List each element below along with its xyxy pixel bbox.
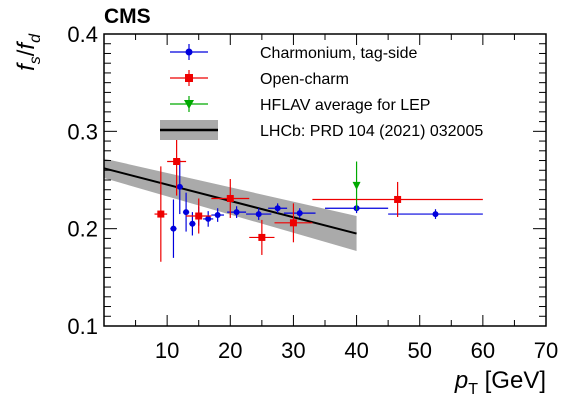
x-axis-title-p: p xyxy=(454,367,468,394)
legend: Charmonium, tag-side Open-charm HFLAV aver… xyxy=(160,44,483,140)
legend-marker xyxy=(184,100,194,109)
square-marker xyxy=(173,158,181,166)
points-layer xyxy=(154,127,483,262)
square-marker xyxy=(394,195,402,203)
charmonium-tag-side-point-8 xyxy=(246,208,272,220)
charmonium-tag-side-point-12 xyxy=(388,209,483,219)
legend-label: Open-charm xyxy=(260,71,349,88)
square-marker xyxy=(258,233,266,241)
x-tick-label: 30 xyxy=(281,338,305,363)
experiment-label: CMS xyxy=(104,5,151,28)
y-axis-title-s1: s xyxy=(27,56,44,64)
circle-marker xyxy=(296,210,303,217)
circle-marker xyxy=(233,209,240,216)
hflav-average-for-lep-point-0 xyxy=(352,161,361,211)
charmonium-tag-side-point-7 xyxy=(227,206,247,218)
x-tick-label: 50 xyxy=(407,338,431,363)
square-marker xyxy=(195,212,203,220)
open-charm-point-3 xyxy=(211,179,250,218)
y-tick-label: 0.1 xyxy=(67,314,98,339)
circle-marker xyxy=(432,211,439,218)
y-tick-label: 0.4 xyxy=(67,22,98,47)
open-charm-point-0 xyxy=(154,166,168,262)
circle-marker xyxy=(274,205,281,212)
charmonium-tag-side-point-6 xyxy=(211,208,224,222)
y-axis-title-f1: f xyxy=(13,62,40,71)
circle-marker xyxy=(170,225,177,232)
y-tick-label: 0.2 xyxy=(67,217,98,242)
x-tick-label: 70 xyxy=(534,338,558,363)
circle-marker xyxy=(183,209,190,216)
legend-entry-charmonium-tag-side: Charmonium, tag-side xyxy=(170,44,418,62)
square-marker xyxy=(226,194,234,202)
x-axis-title: pT [GeV] xyxy=(454,367,546,398)
circle-marker xyxy=(189,220,196,227)
legend-entry-open-charm: Open-charm xyxy=(170,70,349,88)
x-axis-title-unit: [GeV] xyxy=(478,367,546,394)
circle-marker xyxy=(255,211,262,218)
x-tick-label: 20 xyxy=(218,338,242,363)
charmonium-tag-side-point-9 xyxy=(268,203,288,214)
legend-label: HFLAV average for LEP xyxy=(260,97,430,114)
open-charm-point-4 xyxy=(249,219,275,255)
charmonium-tag-side-point-10 xyxy=(283,208,316,218)
y-tick-label: 0.3 xyxy=(67,119,98,144)
legend-label: Charmonium, tag-side xyxy=(260,45,418,62)
legend-marker xyxy=(185,48,193,56)
charmonium-tag-side-point-2 xyxy=(182,192,190,232)
y-axis-title-slash: / xyxy=(13,49,40,56)
open-charm-point-6 xyxy=(312,181,483,217)
legend-marker xyxy=(185,74,193,82)
charmonium-tag-side-point-1 xyxy=(176,159,183,215)
open-charm-point-5 xyxy=(274,203,313,243)
circle-marker xyxy=(176,183,183,190)
legend-entry-lhcb-prd-104-2021-032005: LHCb: PRD 104 (2021) 032005 xyxy=(160,120,483,140)
legend-entry-hflav-average-for-lep: HFLAV average for LEP xyxy=(170,96,430,114)
square-marker xyxy=(289,219,297,227)
y-axis-title-s2: d xyxy=(27,33,44,43)
x-tick-label: 40 xyxy=(344,338,368,363)
legend-label: LHCb: PRD 104 (2021) 032005 xyxy=(260,123,483,140)
charmonium-tag-side-point-0 xyxy=(170,199,177,258)
x-tick-label: 10 xyxy=(155,338,179,363)
circle-marker xyxy=(205,215,212,222)
ticks-layer: 10 20 30 40 50 60 70 0.1 0.2 0.3 0.4 xyxy=(67,22,558,363)
charmonium-tag-side-point-5 xyxy=(203,211,214,227)
x-axis-title-sub: T xyxy=(468,381,478,398)
open-charm-point-2 xyxy=(186,198,212,234)
square-marker xyxy=(157,210,165,218)
y-axis-title: fs/fd xyxy=(13,33,44,71)
x-tick-label: 60 xyxy=(471,338,495,363)
triangle-down-marker xyxy=(352,181,361,190)
y-axis-title-f2: f xyxy=(13,41,40,50)
circle-marker xyxy=(214,212,221,219)
